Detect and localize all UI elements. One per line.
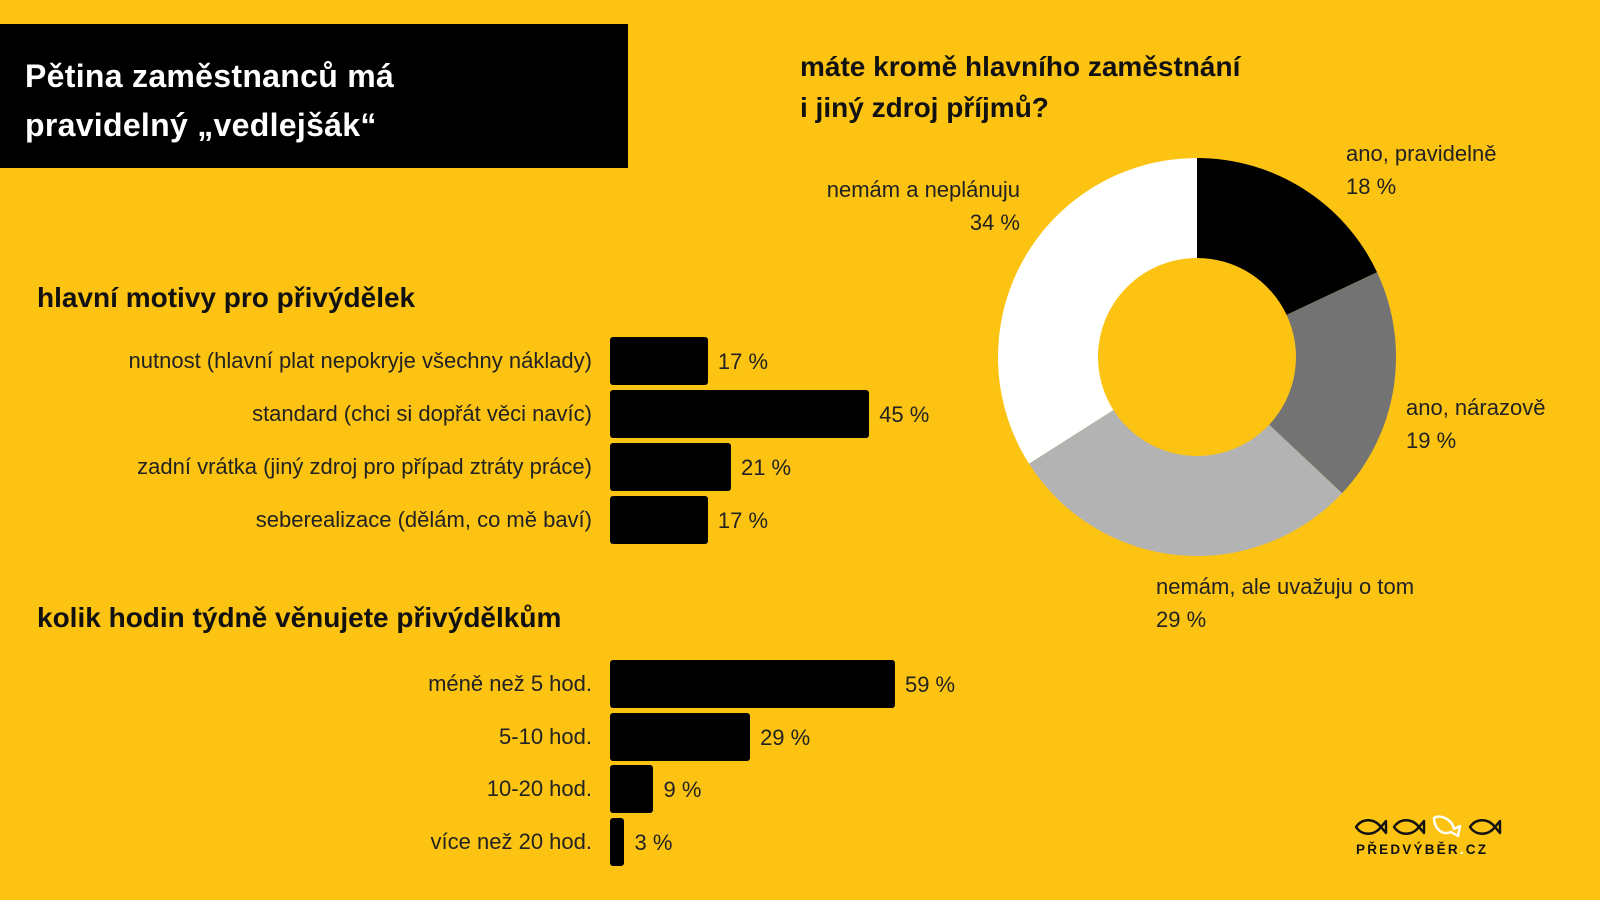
- slice-label-value: 18 %: [1346, 174, 1397, 199]
- slice-label-ano-pravidelne: ano, pravidelně 18 %: [1346, 137, 1496, 203]
- logo-tld: CZ: [1465, 842, 1489, 857]
- bar: [610, 660, 895, 708]
- donut-chart-title: máte kromě hlavního zaměstnání i jiný zd…: [800, 46, 1360, 128]
- slice-label-value: 34 %: [969, 210, 1020, 235]
- bar-row: zadní vrátka (jiný zdroj pro případ ztrá…: [0, 443, 1000, 491]
- bar-row: 5-10 hod. 29 %: [0, 713, 1000, 761]
- bar-row: méně než 5 hod. 59 %: [0, 660, 1000, 708]
- donut-slice: [998, 158, 1197, 464]
- donut-title-line2: i jiný zdroj příjmů?: [800, 92, 1049, 123]
- page-title: Pětina zaměstnanců má pravidelný „vedlej…: [25, 52, 615, 150]
- bar-label: nutnost (hlavní plat nepokryje všechny n…: [128, 348, 592, 373]
- bar-label: zadní vrátka (jiný zdroj pro případ ztrá…: [137, 454, 592, 479]
- page-title-line1: Pětina zaměstnanců má: [25, 58, 395, 94]
- slice-label-ano-narazove: ano, nárazově 19 %: [1406, 391, 1545, 457]
- bar-value: 21 %: [740, 455, 792, 480]
- bar: [610, 496, 708, 544]
- slice-label-text: nemám, ale uvažuju o tom: [1156, 574, 1415, 599]
- bar: [610, 765, 654, 813]
- bar-value: 17 %: [717, 508, 769, 533]
- slice-label-text: ano, nárazově: [1406, 395, 1546, 420]
- bar-value: 45 %: [879, 402, 930, 427]
- bar-value: 9 %: [663, 777, 702, 802]
- bar-value: 59 %: [904, 672, 956, 697]
- motives-chart-title: hlavní motivy pro přivýdělek: [37, 282, 416, 313]
- bar: [610, 713, 751, 761]
- logo-dot: .: [1459, 842, 1466, 857]
- hours-chart-title: kolik hodin týdně věnujete přivýdělkům: [37, 602, 562, 633]
- fish-icons: [1354, 815, 1502, 838]
- title-box: Pětina zaměstnanců má pravidelný „vedlej…: [0, 24, 628, 168]
- bar: [610, 818, 625, 866]
- bar-row: více než 20 hod. 3 %: [0, 818, 1000, 866]
- bar-row: standard (chci si dopřát věci navíc) 45 …: [0, 390, 1000, 438]
- bar-row: nutnost (hlavní plat nepokryje všechny n…: [0, 337, 1000, 385]
- donut-slice: [1269, 272, 1396, 494]
- bar-label: méně než 5 hod.: [428, 671, 592, 696]
- bar-label: standard (chci si dopřát věci navíc): [252, 401, 592, 426]
- slice-label-nemam-uvazuju: nemám, ale uvažuju o tom 29 %: [1156, 570, 1414, 636]
- bar-label: seberealizace (dělám, co mě baví): [255, 507, 592, 532]
- slice-label-text: nemám a neplánuju: [826, 177, 1020, 202]
- bar: [610, 337, 708, 385]
- bar: [610, 443, 731, 491]
- slice-label-text: ano, pravidelně: [1346, 141, 1497, 166]
- logo-name: PŘEDVÝBĚR: [1356, 842, 1460, 857]
- bar-value: 3 %: [634, 830, 673, 855]
- slice-label-value: 19 %: [1406, 428, 1457, 453]
- bar-label: 5-10 hod.: [499, 724, 592, 749]
- logo-text: PŘEDVÝBĚR.CZ: [1356, 842, 1488, 857]
- bar-value: 17 %: [717, 349, 769, 374]
- donut-slice: [1028, 410, 1343, 557]
- bar-label: více než 20 hod.: [430, 829, 592, 854]
- slice-label-nemam-neplanuju: nemám a neplánuju 34 %: [827, 173, 1020, 239]
- bar-value: 29 %: [760, 725, 811, 750]
- predvyber-logo: PŘEDVÝBĚR.CZ: [1354, 815, 1504, 865]
- page-title-line2: pravidelný „vedlejšák“: [25, 107, 377, 143]
- donut-title-line1: máte kromě hlavního zaměstnání: [800, 51, 1241, 82]
- bar-row: 10-20 hod. 9 %: [0, 765, 1000, 813]
- bar-label: 10-20 hod.: [486, 776, 592, 801]
- slice-label-value: 29 %: [1156, 607, 1207, 632]
- bar: [610, 390, 870, 438]
- bar-row: seberealizace (dělám, co mě baví) 17 %: [0, 496, 1000, 544]
